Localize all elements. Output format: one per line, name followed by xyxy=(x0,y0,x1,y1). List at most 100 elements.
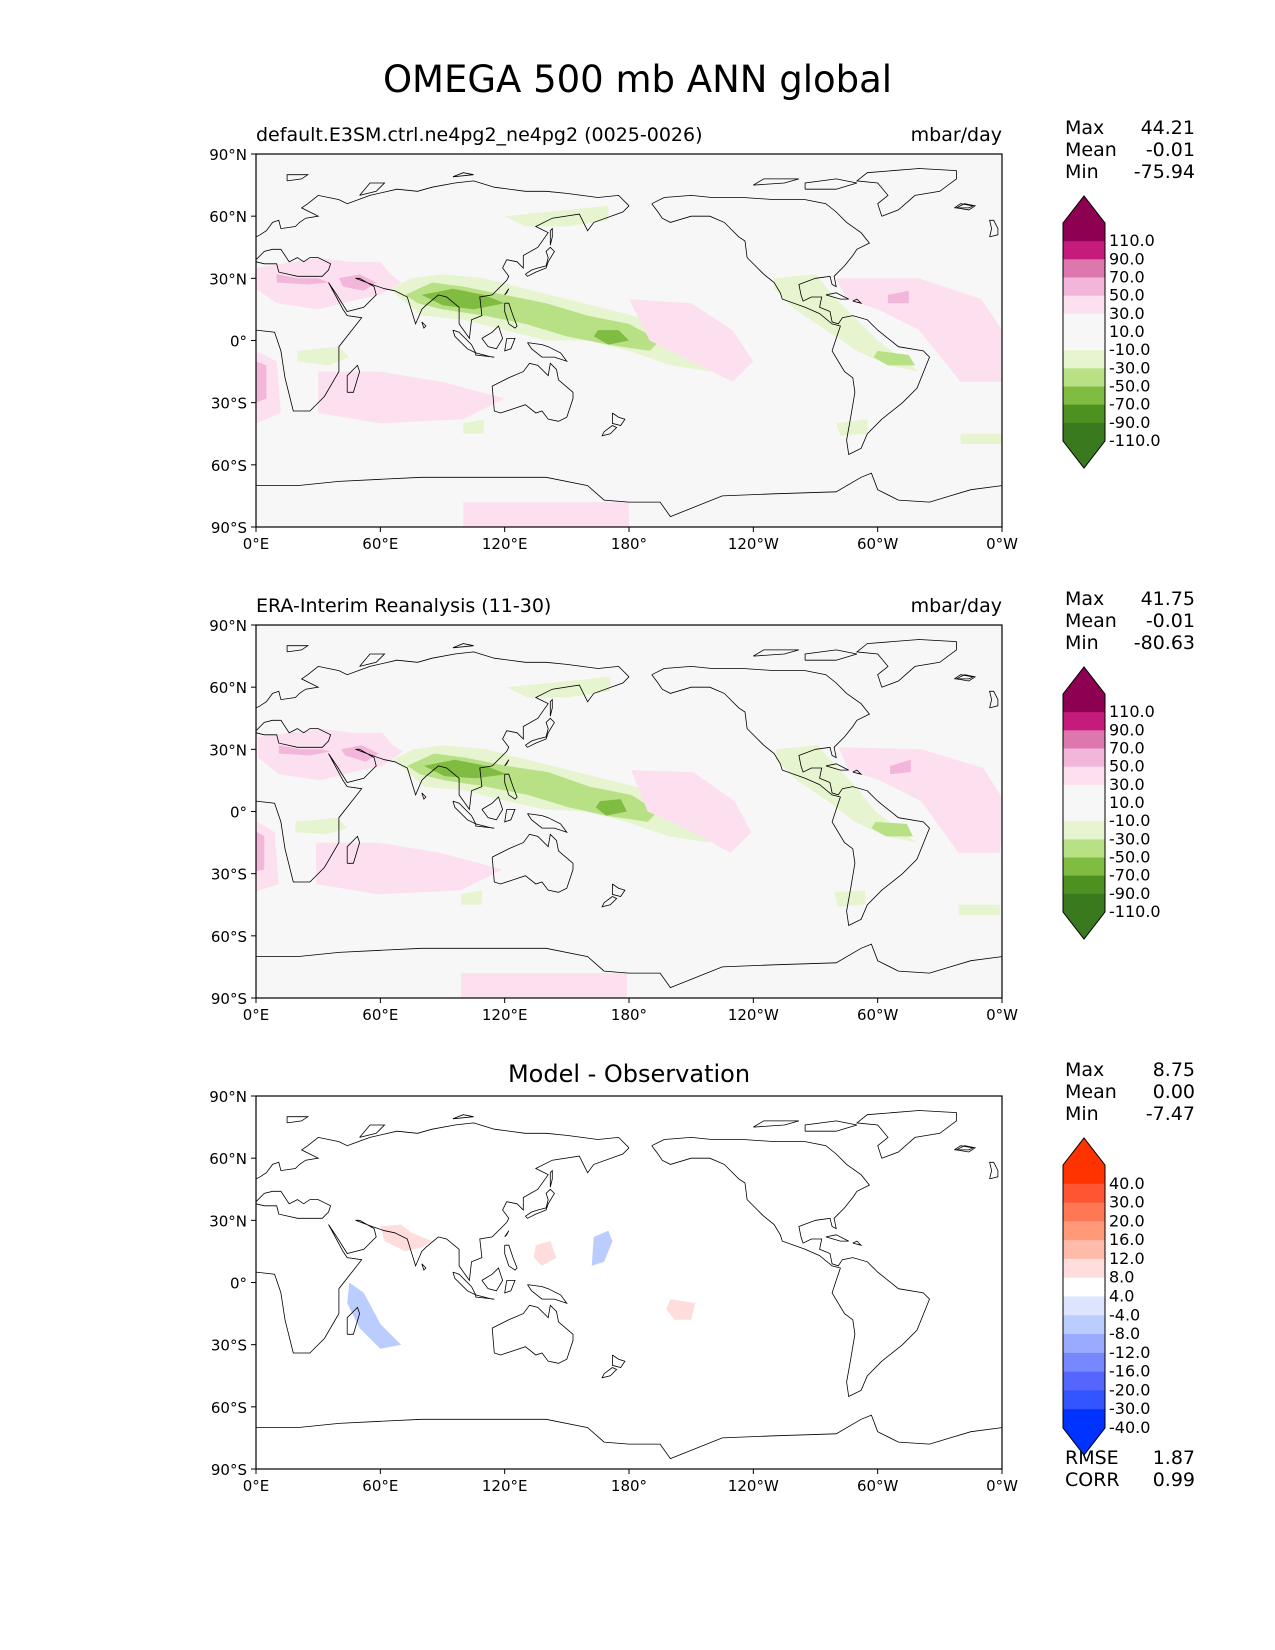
colorbar-segment xyxy=(1063,1221,1105,1241)
max-value: 41.75 xyxy=(1140,588,1195,610)
colorbar-segment xyxy=(1063,857,1105,877)
colorbar-segment xyxy=(1063,368,1105,387)
coastline xyxy=(527,813,568,833)
colorbar-label: -110.0 xyxy=(1109,431,1161,450)
coastline xyxy=(549,1169,553,1188)
panel-3-title: Model - Observation xyxy=(507,1060,751,1088)
coastline xyxy=(475,352,495,358)
colorbar-segment xyxy=(1063,875,1105,895)
colorbar-label: 90.0 xyxy=(1109,249,1145,268)
contour-region xyxy=(256,831,265,872)
colorbar-label: 30.0 xyxy=(1109,1193,1145,1212)
lat-tick-label: 30°N xyxy=(209,741,247,759)
coastline xyxy=(256,248,332,277)
colorbar-segment xyxy=(1063,1352,1105,1373)
lon-tick-label: 120°E xyxy=(482,535,528,553)
lat-tick-label: 60°N xyxy=(209,1150,247,1168)
coastline xyxy=(549,698,553,717)
coastline xyxy=(753,178,800,186)
contour-region xyxy=(380,1224,433,1252)
coastline xyxy=(256,180,630,238)
coastline xyxy=(601,425,618,437)
colorbar-segment xyxy=(1063,1315,1105,1335)
lat-tick-label: 30°N xyxy=(209,270,247,288)
contour-region xyxy=(463,502,629,527)
coastline xyxy=(256,1414,1002,1460)
contour-region xyxy=(278,745,331,756)
coastline xyxy=(475,1294,495,1300)
coastline xyxy=(475,823,495,829)
colorbar-segment xyxy=(1063,1165,1105,1185)
colorbar-outline xyxy=(1062,666,1106,940)
coastline xyxy=(421,1263,427,1271)
map-panel-1 xyxy=(256,154,1002,527)
contour-region xyxy=(276,274,329,285)
coastline xyxy=(954,674,975,680)
coastline xyxy=(612,1354,626,1368)
mean-label: Mean xyxy=(1065,1081,1117,1103)
lat-tick-label: 0° xyxy=(230,1275,247,1293)
colorbar-segment xyxy=(1063,1277,1105,1297)
contour-region xyxy=(297,346,350,366)
colorbar-label: 50.0 xyxy=(1109,757,1145,776)
coastline xyxy=(852,298,863,304)
lat-tick-label: 60°S xyxy=(211,1399,247,1417)
coastline xyxy=(256,1122,630,1180)
colorbar-label: -30.0 xyxy=(1109,829,1150,848)
coastline xyxy=(504,288,510,296)
lon-tick-label: 180° xyxy=(611,1006,647,1024)
min-label: Min xyxy=(1065,161,1099,183)
colorbar-segment xyxy=(1063,386,1105,406)
min-value: -7.47 xyxy=(1145,1103,1195,1125)
mean-label: Mean xyxy=(1065,610,1117,632)
coastline xyxy=(346,1306,361,1335)
colorbar-segment xyxy=(1063,313,1105,333)
coastline xyxy=(989,690,999,709)
lat-tick-label: 90°N xyxy=(209,146,247,164)
colorbar-segment xyxy=(1063,1240,1105,1260)
contour-region xyxy=(834,890,866,907)
coastline xyxy=(504,1244,518,1271)
coastline xyxy=(481,1267,504,1292)
contour-region xyxy=(960,433,1002,445)
panel-2-stats: Max 41.75 Mean -0.01 Min -80.63 xyxy=(1065,588,1195,654)
lat-tick-label: 0° xyxy=(230,333,247,351)
panel-1-title: default.E3SM.ctrl.ne4pg2_ne4pg2 (0025-00… xyxy=(256,124,703,146)
colorbar-extend-top xyxy=(1063,196,1105,223)
colorbar-label: 70.0 xyxy=(1109,739,1145,758)
coastline xyxy=(825,763,849,771)
lat-tick-label: 30°N xyxy=(209,1212,247,1230)
contour-region xyxy=(423,759,507,779)
lat-tick-label: 30°S xyxy=(211,1337,247,1355)
colorbar-label: 40.0 xyxy=(1109,1174,1145,1193)
lat-tick-label: 60°S xyxy=(211,928,247,946)
panel-2-title: ERA-Interim Reanalysis (11-30) xyxy=(256,595,552,617)
colorbar-segment xyxy=(1063,748,1105,768)
corr-value: 0.99 xyxy=(1152,1469,1195,1491)
coastline xyxy=(651,665,930,927)
lat-tick-label: 90°S xyxy=(211,1461,247,1479)
coastline xyxy=(852,1240,863,1246)
colorbar-label: -110.0 xyxy=(1109,902,1161,921)
coastline xyxy=(525,246,555,277)
colorbar-segment xyxy=(1063,784,1105,804)
coastline xyxy=(804,178,858,190)
panel-1-units: mbar/day xyxy=(910,124,1002,146)
coastline xyxy=(612,412,626,426)
coastline xyxy=(956,1145,977,1153)
contour-region xyxy=(888,290,909,304)
colorbar-label: 4.0 xyxy=(1109,1287,1134,1306)
coastline xyxy=(855,168,957,217)
colorbar-segment xyxy=(1063,277,1105,297)
coastline xyxy=(504,773,518,800)
colorbar-label: -4.0 xyxy=(1109,1305,1140,1324)
lon-tick-label: 180° xyxy=(611,535,647,553)
map-background xyxy=(256,1096,1002,1469)
mean-value: -0.01 xyxy=(1145,139,1195,161)
coastline xyxy=(421,792,427,800)
contour-region xyxy=(871,821,913,837)
lat-tick-label: 0° xyxy=(230,804,247,822)
lon-tick-label: 0°E xyxy=(243,1477,270,1495)
coastline xyxy=(504,337,516,352)
coastline xyxy=(601,1367,618,1379)
